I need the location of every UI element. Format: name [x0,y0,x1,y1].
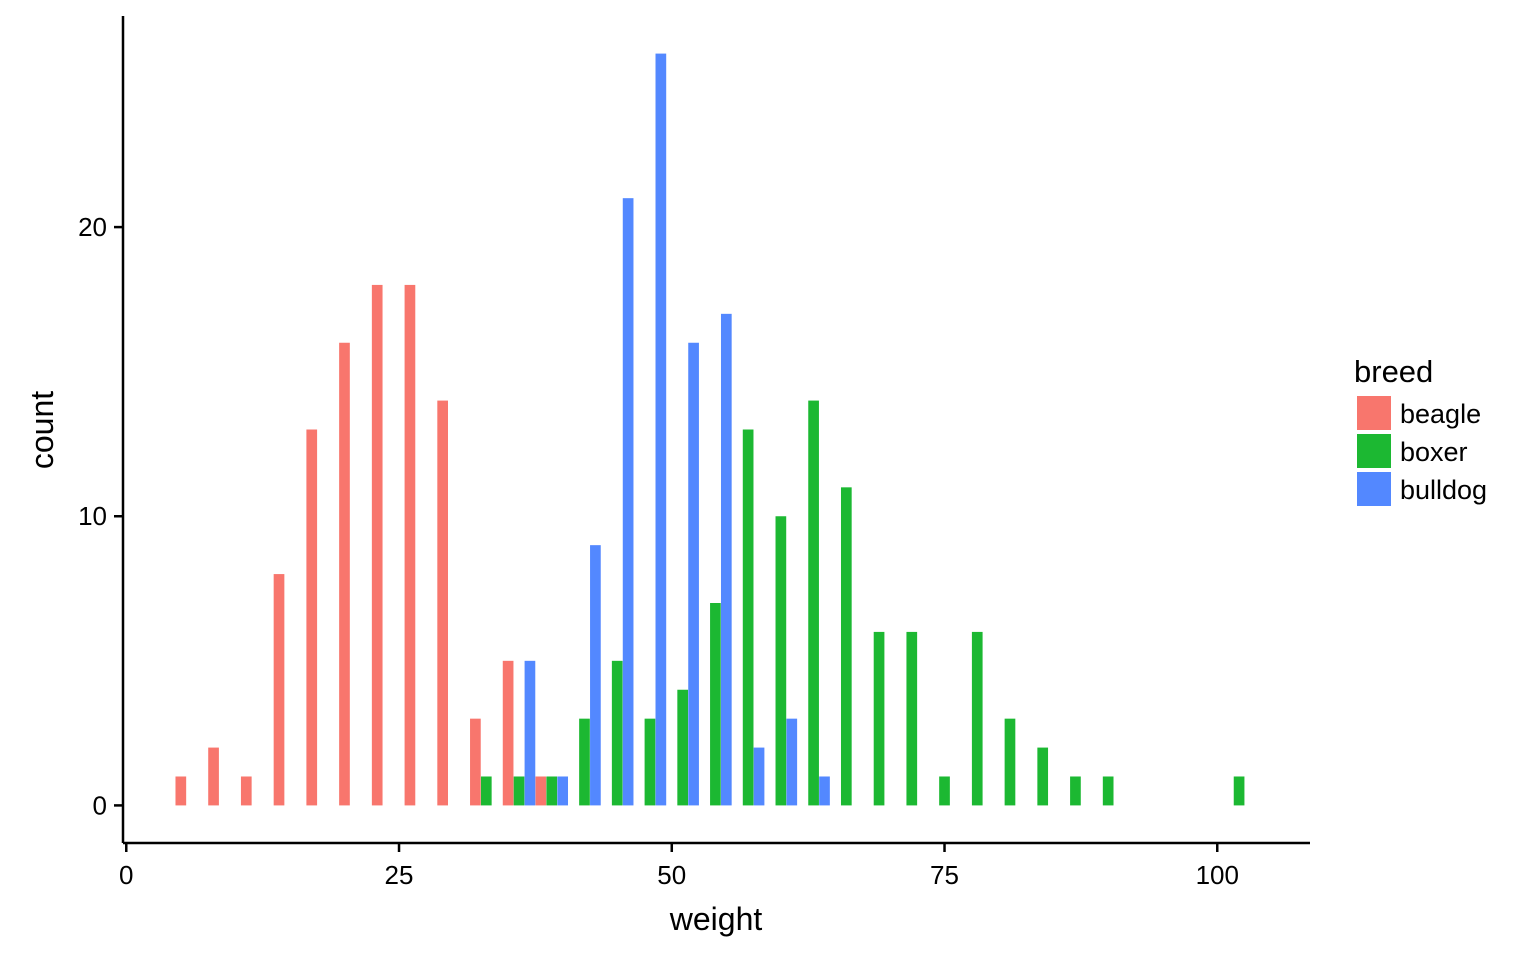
bar-bulldog-54 [720,313,732,806]
bar-boxer-42 [579,718,590,806]
bar-boxer-90 [1102,776,1114,806]
x-tick-label: 0 [119,860,133,890]
bar-beagle-21 [339,342,350,806]
bar-beagle-24 [371,284,383,806]
bar-boxer-87 [1070,776,1081,806]
legend-key-boxer [1357,434,1391,468]
y-tick-label: 0 [93,790,107,820]
bar-beagle-18 [306,429,318,806]
y-axis-ticks: 0 10 20 [78,212,123,820]
legend-key-beagle [1357,396,1391,430]
bar-bulldog-36 [524,660,536,806]
bar-boxer-60 [775,516,787,806]
x-tick-label: 100 [1196,860,1239,890]
legend-title: breed [1354,354,1433,389]
bar-boxer-54 [710,603,721,806]
bar-beagle-6 [175,776,187,806]
bar-bulldog-57 [753,747,765,806]
bar-boxer-57 [742,429,754,806]
bar-boxer-33 [480,776,492,806]
bar-boxer-78 [971,631,983,806]
bar-boxer-45 [611,660,623,806]
legend-label-boxer: boxer [1400,437,1468,467]
bar-boxer-63 [808,400,819,806]
x-axis-ticks: 0 25 50 75 100 [119,843,1239,890]
x-tick-label: 25 [385,860,414,890]
bar-beagle-9 [208,747,219,806]
bar-beagle-12 [240,776,252,806]
legend-items: beagle boxer bulldog [1357,396,1487,506]
bar-beagle-15 [273,574,285,806]
x-tick-label: 75 [930,860,959,890]
bar-beagle-39 [535,776,547,806]
bar-boxer-72 [906,631,918,806]
legend-key-bulldog [1357,472,1391,506]
bar-bulldog-60 [786,718,798,806]
bar-boxer-102 [1233,776,1245,806]
y-tick-label: 20 [78,212,107,242]
bar-beagle-36 [502,660,514,806]
bar-boxer-48 [644,718,656,806]
bar-boxer-69 [873,631,885,806]
bars-layer [175,53,1245,806]
bar-bulldog-51 [688,342,699,806]
bar-bulldog-48 [655,53,667,806]
bar-beagle-30 [437,400,448,806]
legend: breed beagle boxer bulldog [1354,354,1487,506]
x-axis-title: weight [669,901,763,937]
bar-boxer-39 [546,776,558,806]
bar-beagle-33 [470,718,481,806]
bar-boxer-66 [840,487,852,806]
legend-label-beagle: beagle [1400,399,1481,429]
y-tick-label: 10 [78,501,107,531]
bar-bulldog-42 [590,545,601,806]
bar-bulldog-45 [622,198,634,806]
bar-boxer-75 [939,776,950,806]
bar-boxer-84 [1037,747,1049,806]
bar-boxer-36 [513,776,525,806]
bar-boxer-51 [677,689,689,806]
x-tick-label: 50 [657,860,686,890]
bar-bulldog-39 [557,776,569,806]
legend-label-bulldog: bulldog [1400,475,1487,505]
bar-boxer-81 [1004,718,1016,806]
bar-beagle-27 [404,284,416,806]
y-axis-title: count [24,391,60,469]
bar-bulldog-63 [819,776,830,806]
